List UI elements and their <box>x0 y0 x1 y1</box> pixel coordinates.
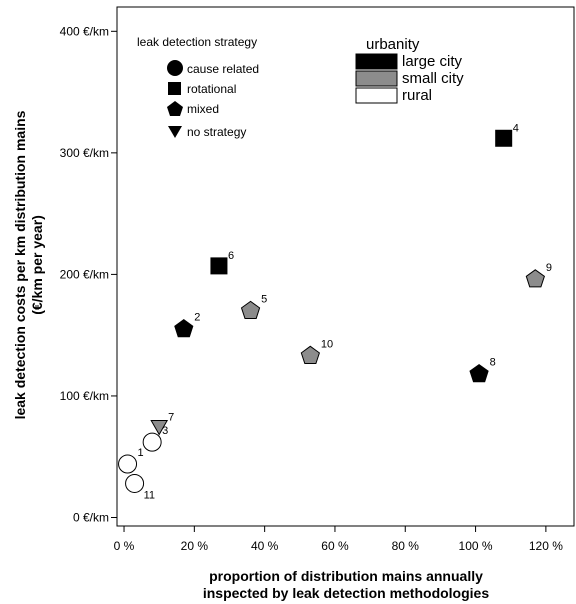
legend-item-no-strategy: no strategy <box>187 125 246 139</box>
data-point-8 <box>469 363 489 383</box>
legend-item-large-city: large city <box>402 53 463 70</box>
urbanity-legend-title: urbanity <box>366 36 420 53</box>
legend-pentagon-symbol <box>167 101 183 116</box>
strategy-legend: leak detection strategy cause related ro… <box>137 35 259 139</box>
legend-item-mixed: mixed <box>187 102 219 116</box>
x-tick-label: 40 % <box>251 539 279 553</box>
data-point-label: 10 <box>321 338 333 350</box>
data-point-label: 5 <box>261 293 267 305</box>
legend-circle-symbol <box>167 60 183 76</box>
data-point-5 <box>240 300 261 319</box>
data-point-9 <box>525 269 545 288</box>
data-point-2 <box>174 318 194 338</box>
legend-item-small-city: small city <box>402 70 464 87</box>
x-tick-label: 100 % <box>459 539 493 553</box>
legend-triangle-symbol <box>168 126 182 138</box>
data-point-label: 4 <box>513 122 519 134</box>
data-point-label: 3 <box>162 425 168 437</box>
data-point-6 <box>210 257 228 275</box>
data-point-label: 2 <box>194 312 200 324</box>
data-point-3 <box>142 432 162 452</box>
y-axis-title-line-2: (€/km per year) <box>29 215 45 315</box>
legend-item-rural: rural <box>402 87 432 104</box>
strategy-legend-title: leak detection strategy <box>137 35 257 49</box>
y-tick-label: 400 €/km <box>60 24 109 38</box>
x-tick-label: 80 % <box>392 539 420 553</box>
y-tick-label: 0 €/km <box>73 510 109 524</box>
data-point-label: 6 <box>228 250 234 262</box>
y-axis-title-line-1: leak detection costs per km distribution… <box>12 110 28 419</box>
x-axis-title-line-2: inspected by leak detection methodologie… <box>203 585 489 601</box>
data-point-label: 8 <box>490 357 496 369</box>
x-tick-label: 20 % <box>181 539 209 553</box>
legend-square-symbol <box>168 82 181 95</box>
data-point-label: 1 <box>138 447 144 459</box>
y-tick-label: 100 €/km <box>60 389 109 403</box>
urbanity-legend: urbanity large city small city rural <box>355 36 464 104</box>
data-point-1 <box>118 454 138 474</box>
legend-swatch-small-city <box>355 70 398 87</box>
data-point-11 <box>125 473 145 493</box>
data-point-label: 9 <box>546 262 552 274</box>
data-point-label: 11 <box>144 489 155 501</box>
data-point-10 <box>300 345 320 364</box>
legend-item-cause-related: cause related <box>187 62 259 76</box>
legend-swatch-large-city <box>355 53 398 70</box>
y-tick-label: 300 €/km <box>60 146 109 160</box>
data-point-7 <box>150 420 169 436</box>
axes: 0 €/km 100 €/km 200 €/km 300 €/km 400 €/km 0 … <box>60 24 564 553</box>
x-tick-label: 60 % <box>321 539 349 553</box>
data-point-4 <box>495 129 513 147</box>
x-tick-label: 120 % <box>529 539 563 553</box>
x-axis-title-line-1: proportion of distribution mains annuall… <box>209 568 483 584</box>
legend-swatch-rural <box>355 87 398 104</box>
legend-item-rotational: rotational <box>187 82 236 96</box>
plot-area <box>116 6 575 527</box>
y-tick-label: 200 €/km <box>60 267 109 281</box>
x-tick-label: 0 % <box>114 539 135 553</box>
data-point-label: 7 <box>168 412 174 424</box>
